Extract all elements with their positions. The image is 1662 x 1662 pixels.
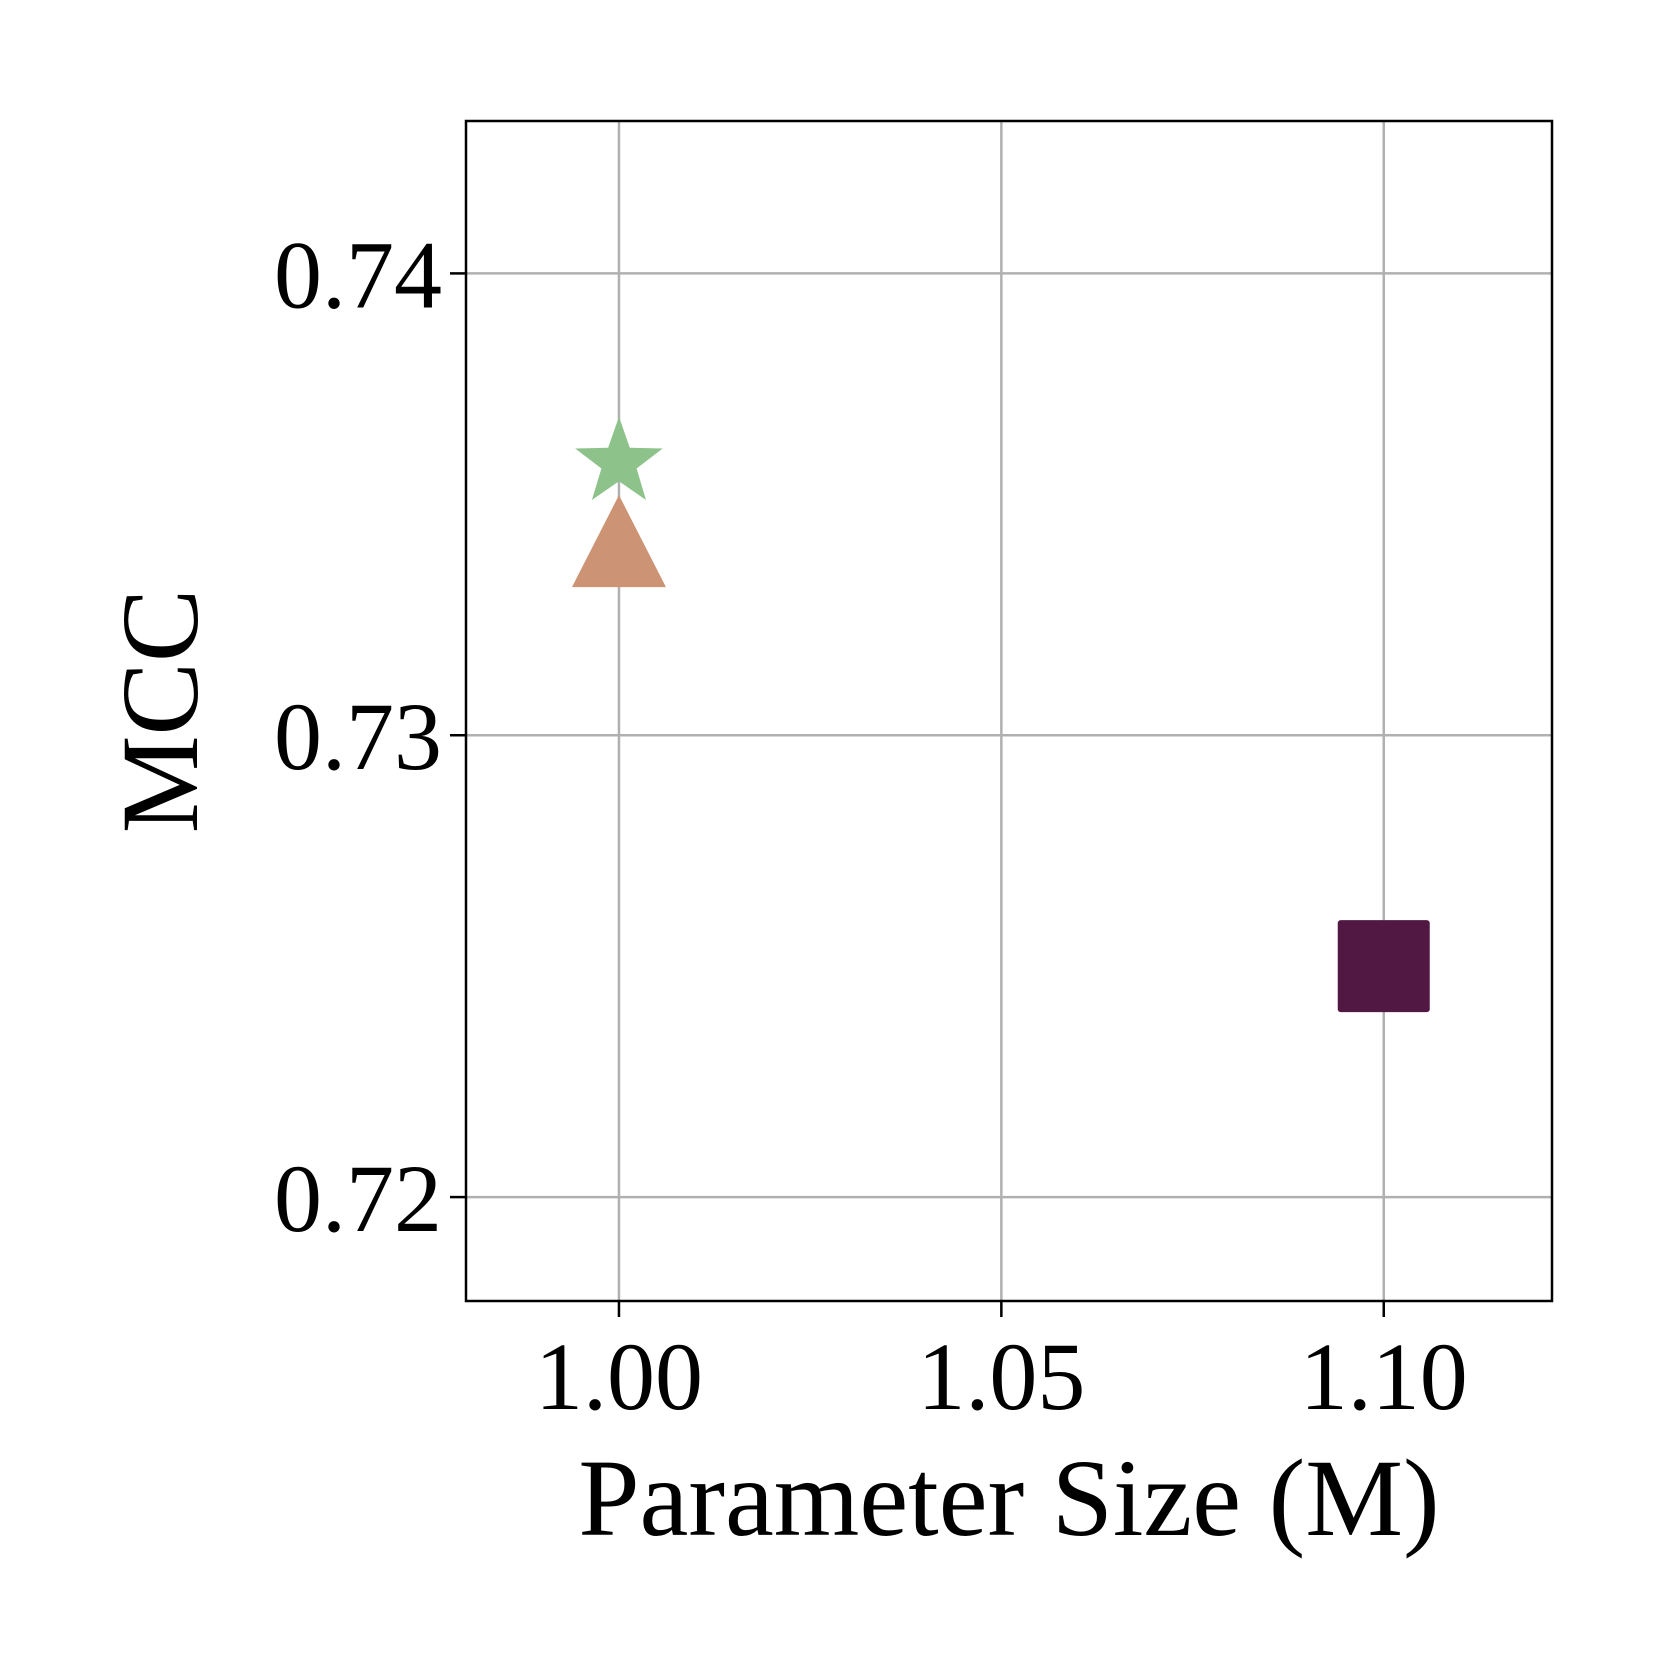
triangle-marker [571, 495, 666, 588]
y-tick-label: 0.72 [274, 1145, 442, 1252]
data-markers [571, 416, 1430, 1013]
x-tick-label: 1.05 [917, 1323, 1085, 1430]
grid-lines [466, 121, 1552, 1301]
y-tick-label: 0.73 [274, 683, 442, 790]
y-tick-label: 0.74 [274, 221, 442, 328]
square-marker [1337, 920, 1430, 1013]
star-marker [575, 416, 663, 500]
x-tick-label: 1.00 [535, 1323, 703, 1430]
plot-frame [464, 119, 1554, 1303]
x-axis-label: Parameter Size (M) [578, 1437, 1439, 1559]
x-tick-label: 1.10 [1300, 1323, 1468, 1430]
axis-ticks: 1.00 1.05 1.10 0.72 0.73 0.74 [274, 221, 1468, 1430]
y-axis-label: MCC [99, 589, 221, 834]
